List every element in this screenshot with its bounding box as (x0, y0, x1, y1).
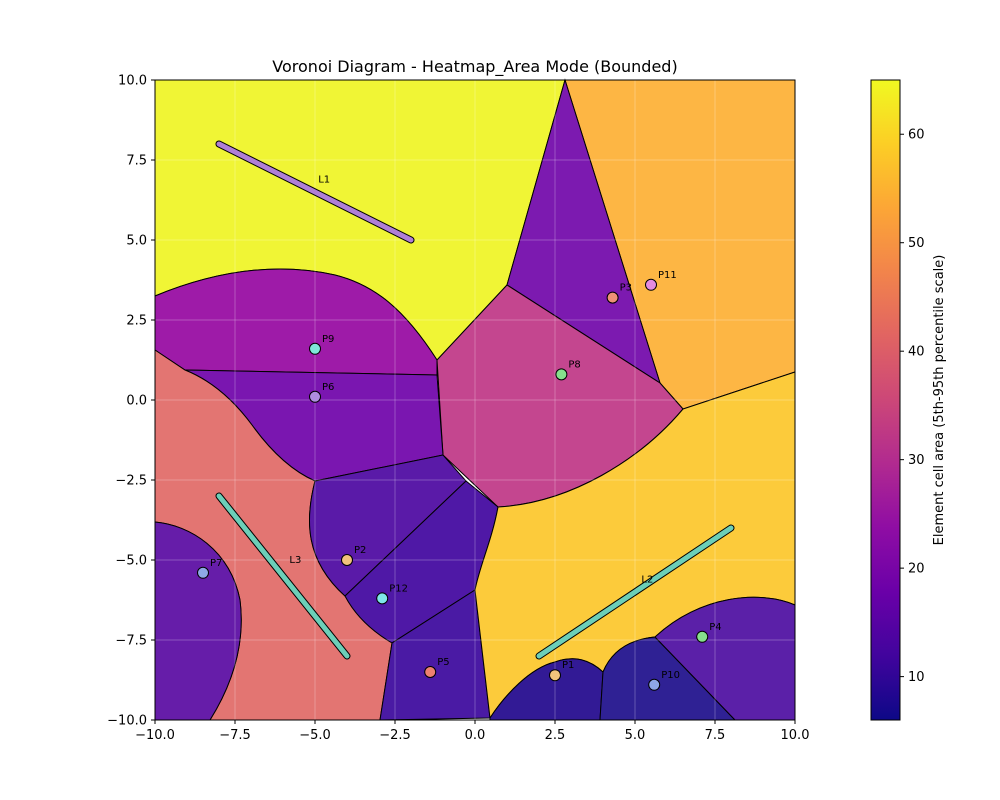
point-site-P3 (606, 291, 619, 304)
y-tick-label: 5.0 (126, 234, 147, 249)
x-tick-label: −10.0 (135, 728, 175, 743)
point-site-P7 (197, 566, 209, 579)
point-site-P5 (424, 666, 437, 678)
x-tick-label: 0.0 (465, 728, 486, 743)
y-tick-label: 0.0 (126, 394, 147, 409)
x-tick-label: −7.5 (219, 728, 251, 743)
point-site-label: P2 (354, 545, 366, 556)
colorbar-tick-label: 10 (908, 670, 925, 685)
point-site-P8 (555, 368, 568, 381)
chart-title: Voronoi Diagram - Heatmap_Area Mode (Bou… (272, 57, 677, 77)
cell-P9 (154, 268, 438, 376)
line-site-L1 (216, 141, 414, 243)
point-sites: P1 P2 P3 P4 P5 P6 P7 P8 P9 P10 P11 P12 (197, 270, 722, 691)
point-site-label: P1 (562, 660, 574, 671)
y-tick-label: −10.0 (107, 714, 147, 729)
x-tick-label: 7.5 (705, 728, 726, 743)
point-site-label: P10 (661, 670, 680, 681)
point-site-P10 (648, 678, 661, 691)
colorbar-label: Element cell area (5th-95th percentile s… (932, 255, 947, 546)
x-tick-label: 2.5 (545, 728, 566, 743)
point-site-label: P4 (709, 622, 721, 633)
colorbar-tick-label: 30 (908, 453, 925, 468)
y-tick-label: 10.0 (118, 74, 147, 89)
cell-P7 (154, 521, 242, 721)
cell-P1 (489, 658, 604, 721)
x-tick-label: −5.0 (299, 728, 331, 743)
point-site-label: P12 (389, 583, 408, 594)
colorbar-tick-label: 20 (908, 562, 925, 577)
y-tick-label: −7.5 (115, 634, 147, 649)
colorbar: 10 20 30 40 50 60 Element cell area (5th-95th… (870, 79, 947, 721)
plot-area: L1 L2 L3 P1 P2 P3 P4 P5 P6 P7 P8 P9 P10 P11 P12 (154, 78, 796, 721)
line-site-label: L1 (318, 174, 330, 185)
line-site-label: L3 (289, 555, 301, 566)
point-site-P12 (376, 592, 389, 605)
point-site-label: P7 (210, 558, 222, 569)
colorbar-ticks: 10 20 30 40 50 60 (900, 128, 925, 685)
point-site-label: P6 (322, 382, 334, 393)
x-tick-label: −2.5 (379, 728, 411, 743)
line-sites: L1 L2 L3 (215, 140, 735, 660)
y-tick-label: 2.5 (126, 314, 147, 329)
point-site-label: P9 (322, 334, 334, 345)
line-site-L3 (216, 493, 350, 659)
point-site-label: P5 (437, 657, 449, 668)
point-site-label: P11 (658, 270, 677, 281)
colorbar-tick-label: 40 (908, 345, 925, 360)
point-site-label: P8 (568, 359, 580, 370)
colorbar-tick-label: 50 (908, 236, 925, 251)
point-site-P9 (309, 342, 321, 355)
y-tick-label: −5.0 (115, 554, 147, 569)
x-axis: −10.0 −7.5 −5.0 −2.5 0.0 2.5 5.0 7.5 10.0 (135, 720, 809, 743)
line-site-label: L2 (641, 574, 653, 585)
x-tick-label: 10.0 (781, 728, 810, 743)
point-site-P4 (696, 630, 709, 643)
point-site-P2 (341, 554, 353, 566)
y-tick-label: 7.5 (126, 154, 147, 169)
y-tick-label: −2.5 (115, 474, 147, 489)
point-site-P6 (309, 390, 321, 403)
y-axis: 10.0 7.5 5.0 2.5 0.0 −2.5 −5.0 −7.5 −10.0 (107, 74, 155, 729)
colorbar-tick-label: 60 (908, 128, 925, 143)
colorbar-gradient (870, 79, 901, 721)
point-site-label: P3 (620, 283, 632, 294)
point-site-P1 (549, 669, 561, 682)
line-site-L2 (536, 525, 734, 659)
point-site-P11 (645, 278, 657, 291)
x-tick-label: 5.0 (625, 728, 646, 743)
